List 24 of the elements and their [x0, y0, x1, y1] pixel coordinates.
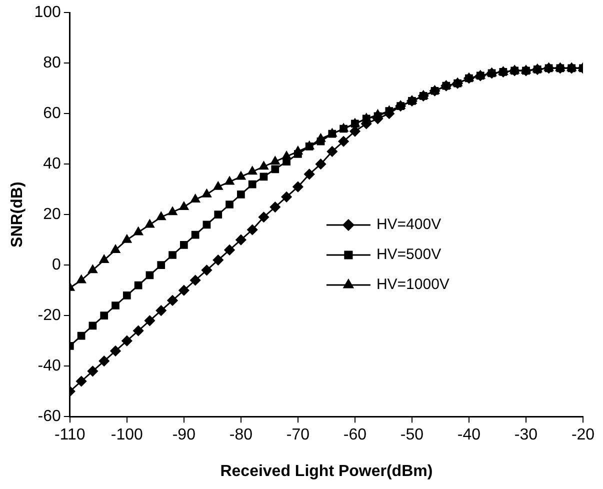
legend-label: HV=400V	[376, 216, 442, 234]
x-tick-label: -40	[457, 426, 481, 444]
x-tick-label: -80	[229, 426, 253, 444]
y-tick-label: 40	[43, 156, 61, 173]
y-tick-label: 0	[52, 256, 61, 274]
x-tick-label: -90	[172, 426, 196, 444]
y-tick-label: 20	[43, 206, 61, 224]
x-tick-label: -20	[571, 426, 595, 444]
y-tick-label: 60	[43, 105, 61, 122]
legend-label: HV=1000V	[376, 276, 450, 294]
y-tick-label: -40	[38, 358, 61, 375]
y-tick-label: 100	[34, 4, 61, 22]
y-tick-label: 80	[43, 54, 61, 72]
x-tick-label: -70	[286, 426, 310, 444]
legend-label: HV=500V	[376, 246, 442, 264]
x-tick-label: -30	[514, 426, 538, 444]
x-axis-title: Received Light Power(dBm)	[220, 462, 433, 480]
y-axis-title: SNR(dB)	[9, 182, 26, 248]
x-tick-label: -100	[110, 426, 144, 444]
y-tick-label: -60	[38, 408, 61, 426]
y-tick-label: -20	[38, 307, 61, 324]
x-tick-label: -110	[54, 426, 86, 444]
x-tick-label: -50	[400, 426, 424, 444]
x-tick-label: -60	[343, 426, 367, 444]
